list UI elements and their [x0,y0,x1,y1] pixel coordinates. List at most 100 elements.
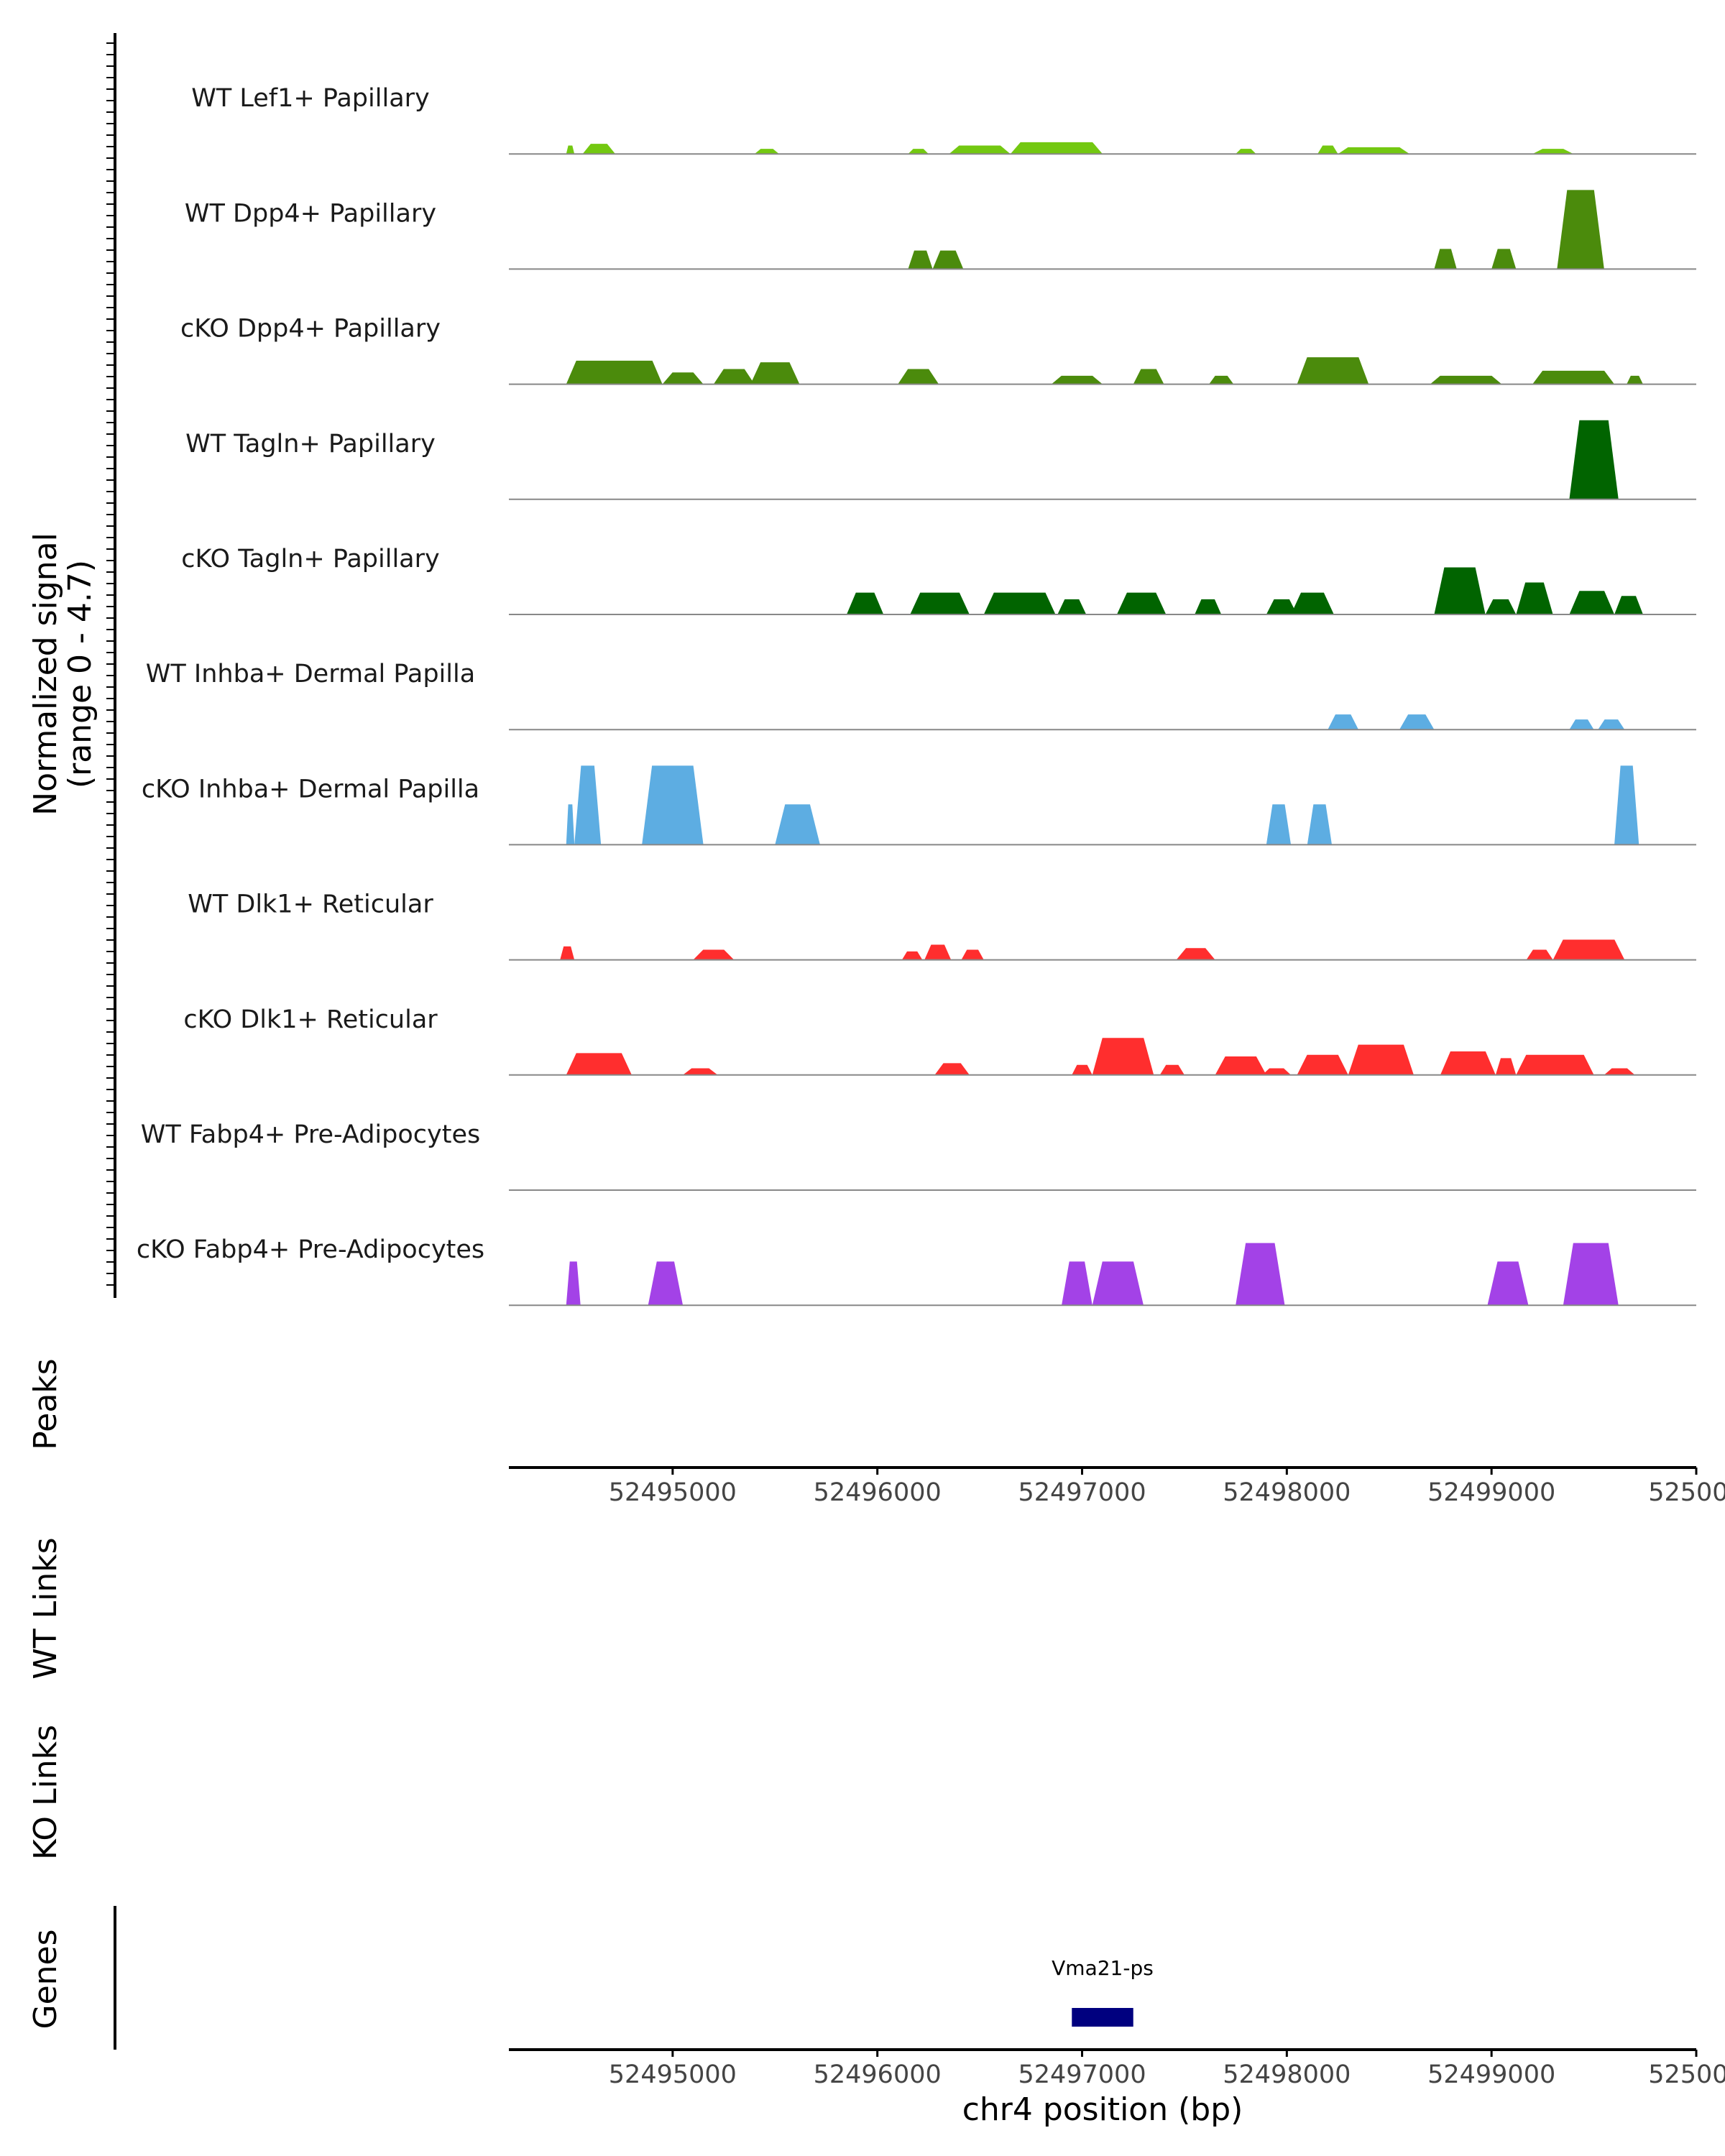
coverage-peak [1434,249,1457,270]
genes-x-axis: 52495000 52496000 52497000 52498000 52499000… [609,2050,1725,2089]
coverage-peak [1092,1038,1154,1075]
coverage-peak [1236,1243,1285,1306]
coverage-peak [1195,599,1222,614]
coverage-peak [683,1068,718,1075]
coverage-tracks: WT Lef1+ Papillary WT Dpp4+ Papillary cKO … [137,84,1696,1307]
coverage-peak [582,144,616,155]
coverage-peak [1557,190,1604,270]
track-label: WT Inhba+ Dermal Papilla [146,660,475,688]
coverage-peak [775,804,820,845]
track: WT Dlk1+ Reticular [188,890,1696,961]
coverage-peak [1430,375,1502,384]
x-tick-label: 52496000 [814,2060,942,2089]
track-label: cKO Dpp4+ Papillary [180,315,441,344]
track: WT Inhba+ Dermal Papilla [146,660,1696,731]
x-tick-label: 52498000 [1223,2060,1351,2089]
x-tick-label: 52496000 [814,1478,942,1507]
y-axis-title-line1: Normalized signal [27,533,64,816]
y-axis-title-line2: (range 0 - 4.7) [62,560,98,788]
coverage-peak [1485,599,1517,614]
coverage-peak [1307,804,1333,845]
coverage-peak [901,951,923,960]
track: WT Dpp4+ Papillary [185,190,1696,270]
track-label: WT Dpp4+ Papillary [185,199,436,228]
coverage-peak [1532,370,1615,384]
track-label: cKO Inhba+ Dermal Papilla [142,775,479,803]
x-tick-label: 52499000 [1427,1478,1555,1507]
coverage-peak [961,949,984,960]
coverage-peak [1297,1054,1348,1075]
track: cKO Dpp4+ Papillary [180,315,1696,385]
gene-exon [1072,2008,1133,2027]
coverage-peak [662,372,704,384]
coverage-peak [1598,719,1625,730]
coverage-peak [566,360,663,384]
track-label: WT Fabp4+ Pre-Adipocytes [141,1120,480,1149]
coverage-peak [1532,149,1574,155]
x-axis-title: chr4 position (bp) [962,2091,1243,2128]
track-label: WT Lef1+ Papillary [191,84,430,113]
coverage-peak [1569,420,1619,499]
x-tick-label: 525000 [1648,1478,1725,1507]
track-label: WT Dlk1+ Reticular [188,890,433,919]
track-label: cKO Fabp4+ Pre-Adipocytes [137,1235,484,1264]
coverage-peak [566,145,575,155]
track-label: cKO Tagln+ Papillary [181,545,440,573]
coverage-y-axis-ticks [106,42,115,1286]
track-label: cKO Dlk1+ Reticular [183,1005,438,1034]
coverage-peak [1399,714,1435,730]
x-tick-label: 52497000 [1018,2060,1146,2089]
coverage-peak [924,944,952,960]
coverage-peak [1262,1068,1292,1075]
coverage-peak [1092,1261,1144,1306]
track: cKO Dlk1+ Reticular [183,1005,1696,1076]
coverage-peak [1266,804,1292,845]
coverage-peak [750,362,800,384]
coverage-peak [1338,147,1410,155]
coverage-peak [1209,375,1234,384]
y-axis-title: Normalized signal (range 0 - 4.7) [27,533,98,816]
gene-annotations: Vma21-ps [1052,1956,1154,2027]
coverage-peak [898,369,939,384]
wt-links-track-label: WT Links [27,1537,64,1679]
coverage-peak [754,149,779,155]
peaks-track-label: Peaks [27,1358,64,1450]
coverage-peak [1215,1056,1266,1075]
track: WT Tagln+ Papillary [185,420,1696,500]
coverage-peak [1614,596,1643,614]
coverage-peak [642,765,704,845]
coverage-peak [949,145,1011,155]
coverage-peak [1159,1064,1184,1075]
coverage-peak [574,765,602,845]
x-tick-label: 52495000 [609,1478,737,1507]
coverage-peak [1057,599,1087,614]
coverage-peak [1516,1054,1594,1075]
coverage-peak [1552,939,1625,960]
coverage-peak [1317,145,1338,155]
coverage-peak [560,946,575,960]
track: cKO Inhba+ Dermal Papilla [142,765,1696,846]
coverage-peak [1526,949,1553,960]
coverage-peak [1563,1243,1619,1306]
coverage-peak [566,1053,632,1075]
coverage-peak [1487,1261,1529,1306]
coverage-peak [1116,592,1167,614]
coverage-peak [1569,591,1615,614]
peaks-x-axis: 52495000 52496000 52497000 52498000 52499000… [609,1468,1725,1507]
coverage-peak [648,1261,684,1306]
coverage-peak [908,250,933,270]
coverage-peak [1569,719,1594,730]
coverage-peak [1297,357,1369,384]
coverage-peak [983,592,1056,614]
coverage-peak [1133,369,1164,384]
x-tick-label: 52498000 [1223,1478,1351,1507]
coverage-peak [1434,567,1486,614]
x-tick-label: 52497000 [1018,1478,1146,1507]
coverage-peak [1491,249,1517,270]
coverage-peak [1176,948,1215,960]
coverage-peak [566,804,575,845]
coverage-peak [1266,599,1297,614]
coverage-peak [1072,1064,1092,1075]
coverage-peak [1328,714,1359,730]
